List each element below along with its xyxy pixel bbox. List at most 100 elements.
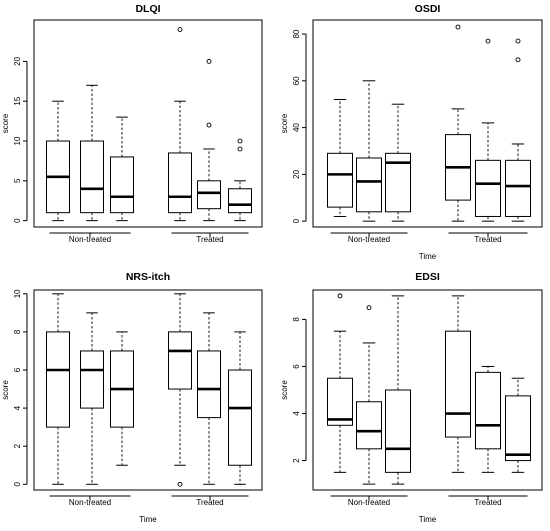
outlier-point: [177, 481, 183, 487]
panel-edsi: EDSI 2 4 6 8 score Non-treated Treated Time: [280, 271, 543, 524]
box-plot: [385, 295, 411, 485]
box-plot: [80, 84, 104, 222]
box-plot: [228, 331, 252, 485]
iqr-box: [46, 331, 70, 428]
iqr-box: [197, 180, 221, 210]
y-tick-label: 0: [13, 218, 22, 223]
outlier-point: [237, 138, 243, 144]
iqr-box: [168, 331, 192, 390]
group-label: Non-treated: [69, 235, 111, 244]
box-plot: [197, 58, 221, 222]
y-tick-label: 6: [292, 364, 301, 369]
box-plot: [327, 99, 353, 217]
box-plot: [445, 295, 471, 473]
y-axis-label: score: [1, 113, 10, 133]
plot-frame: [312, 289, 543, 491]
y-tick-label: 10: [13, 289, 22, 298]
outlier-point: [455, 24, 461, 30]
box-plot: [505, 377, 531, 473]
group-label: Treated: [474, 235, 501, 244]
box-plot: [197, 312, 221, 485]
box-plot: [46, 293, 70, 485]
box-plot: [356, 80, 382, 222]
iqr-box: [197, 350, 221, 419]
box-plot: [80, 312, 104, 485]
chart-title: EDSI: [415, 271, 440, 283]
plot-frame: [33, 19, 263, 228]
y-axis-label: score: [280, 113, 289, 133]
iqr-box: [505, 395, 531, 462]
outlier-point: [206, 58, 212, 64]
panel-dlqi: DLQI 0 5 10 15 20 score Non-treated Treated: [1, 3, 263, 244]
y-tick-label: 2: [292, 458, 301, 463]
chart-title: OSDI: [415, 3, 441, 15]
box-plot: [168, 293, 192, 487]
iqr-box: [356, 401, 382, 450]
iqr-box: [475, 371, 501, 450]
box-plot: [168, 27, 192, 222]
outlier-point: [237, 146, 243, 152]
iqr-box: [385, 389, 411, 473]
y-tick-label: 60: [292, 76, 301, 85]
outlier-point: [337, 293, 343, 299]
y-tick-label: 10: [13, 136, 22, 145]
group-label: Non-treated: [348, 498, 390, 507]
y-tick-label: 5: [13, 178, 22, 183]
y-tick-label: 8: [292, 317, 301, 322]
iqr-box: [80, 140, 104, 214]
box-plot: [46, 100, 70, 222]
y-tick-label: 20: [13, 56, 22, 65]
iqr-box: [475, 159, 501, 217]
box-plot: [110, 116, 134, 222]
outlier-point: [515, 38, 521, 44]
x-axis-label: Time: [419, 252, 437, 261]
box-plot: [475, 38, 501, 222]
y-tick-label: 0: [292, 218, 301, 223]
y-axis-label: score: [1, 380, 10, 400]
box-plot: [475, 365, 501, 473]
box-plot: [505, 38, 531, 222]
y-tick-label: 4: [13, 405, 22, 410]
plot-frame: [312, 19, 543, 228]
iqr-box: [168, 152, 192, 214]
group-label: Treated: [474, 498, 501, 507]
iqr-box: [110, 156, 134, 214]
panel-nrs-itch: NRS-itch 0 2 4 6 8 10 score Non-treated Treated Ti…: [1, 271, 263, 524]
iqr-box: [327, 152, 353, 208]
iqr-box: [445, 330, 471, 438]
chart-title: DLQI: [135, 3, 160, 15]
box-plot: [228, 138, 252, 222]
box-plot: [445, 24, 471, 222]
outlier-point: [177, 27, 183, 33]
group-label: Treated: [196, 498, 223, 507]
group-label: Non-treated: [348, 235, 390, 244]
y-tick-label: 20: [292, 169, 301, 178]
y-tick-label: 6: [13, 367, 22, 372]
outlier-point: [366, 305, 372, 311]
box-plot: [356, 305, 382, 485]
x-axis-label: Time: [139, 515, 157, 524]
iqr-box: [327, 377, 353, 426]
iqr-box: [356, 157, 382, 213]
y-tick-label: 0: [13, 482, 22, 487]
y-tick-label: 2: [13, 443, 22, 448]
plot-frame: [33, 289, 263, 491]
box-plot: [327, 293, 353, 473]
y-tick-label: 80: [292, 29, 301, 38]
box-plot: [110, 331, 134, 466]
outlier-point: [485, 38, 491, 44]
iqr-box: [228, 188, 252, 214]
chart-title: NRS-itch: [126, 271, 170, 283]
y-tick-label: 40: [292, 123, 301, 132]
box-plot: [385, 103, 411, 222]
y-tick-label: 15: [13, 96, 22, 105]
outlier-point: [515, 57, 521, 63]
iqr-box: [228, 369, 252, 466]
x-axis-label: Time: [419, 515, 437, 524]
panel-osdi: OSDI 0 20 40 60 80 score Non-treated Treated Time: [280, 3, 543, 261]
y-tick-label: 8: [13, 329, 22, 334]
group-label: Non-treated: [69, 498, 111, 507]
iqr-box: [80, 350, 104, 409]
iqr-box: [505, 159, 531, 217]
